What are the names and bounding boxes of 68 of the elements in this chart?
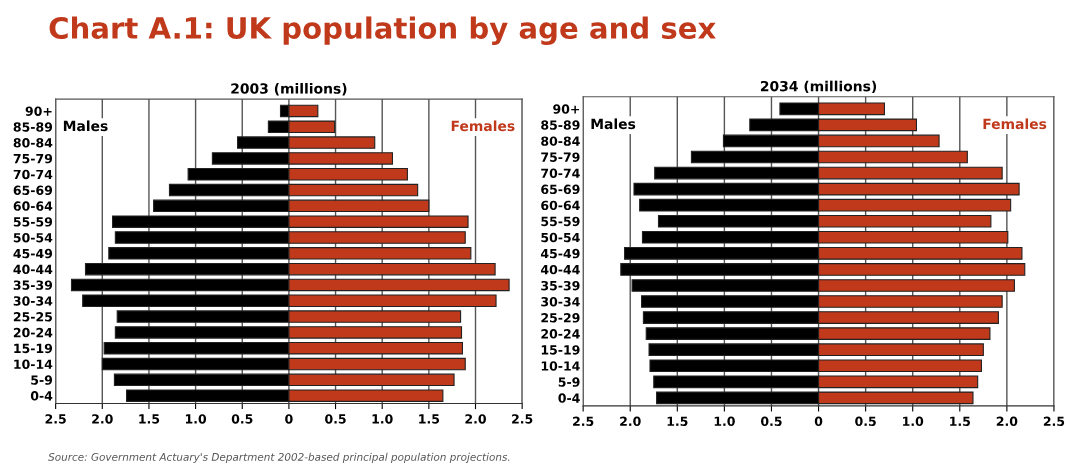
y-tick-label: 35-39 xyxy=(541,280,580,291)
y-tick-label: 35-39 xyxy=(13,280,53,290)
y-tick-label: 60-64 xyxy=(13,201,53,211)
y-tick-label: 25-25 xyxy=(13,312,52,322)
y-tick-label: 85-89 xyxy=(13,122,53,132)
y-tick-label: 5-9 xyxy=(31,375,53,385)
y-tick-label: 75-79 xyxy=(13,153,53,164)
y-tick-label: 45-49 xyxy=(540,248,580,259)
x-tick-label: 1.0 xyxy=(714,416,735,427)
y-tick-label: 85-89 xyxy=(541,120,580,130)
x-tick-label: 0.5 xyxy=(325,414,346,424)
y-tick-label: 50-54 xyxy=(13,232,53,243)
y-tick-label: 70-74 xyxy=(13,169,53,180)
x-tick-label: 0.5 xyxy=(231,414,253,424)
y-tick-label: 50-54 xyxy=(541,232,580,243)
x-tick-label: 1.5 xyxy=(139,414,160,424)
text: Females xyxy=(451,120,515,132)
x-tick-label: 0.5 xyxy=(761,416,782,427)
y-tick-label: 25-29 xyxy=(541,313,580,323)
x-tick-label: 0.5 xyxy=(855,416,876,427)
y-tick-label: 15-19 xyxy=(541,345,580,355)
y-tick-label: 65-69 xyxy=(541,184,580,195)
x-tick-label: 2.5 xyxy=(512,414,533,424)
y-tick-label: 90+ xyxy=(25,106,52,116)
x-tick-label: 2.5 xyxy=(1043,416,1065,427)
chart-subtitle: 2003 (millions) xyxy=(231,83,347,96)
y-tick-label: 0-4 xyxy=(30,391,53,401)
x-tick-label: 1.5 xyxy=(667,416,688,427)
chart-title: Chart A.1: UK population by age and sex xyxy=(49,16,716,45)
x-tick-label: 1.5 xyxy=(950,416,970,427)
x-tick-label: 1.0 xyxy=(903,416,924,427)
y-tick-label: 30-34 xyxy=(541,297,580,307)
y-tick-label: 40-44 xyxy=(13,264,53,275)
y-tick-label: 90+ xyxy=(553,104,580,114)
x-tick-label: 2.0 xyxy=(620,416,641,427)
text: Males xyxy=(591,118,636,130)
y-tick-label: 65-69 xyxy=(13,185,53,195)
y-tick-label: 5-9 xyxy=(558,377,580,387)
y-tick-label: 30-34 xyxy=(13,296,53,306)
series-label: Females xyxy=(983,118,1047,130)
y-tick-label: 75-79 xyxy=(541,152,580,162)
x-tick-label: 2.0 xyxy=(996,416,1018,427)
x-tick-label: 2.5 xyxy=(573,416,594,427)
x-tick-label: 2.0 xyxy=(465,414,486,424)
x-tick-label: 0 xyxy=(814,416,823,427)
x-tick-label: 1.0 xyxy=(185,414,207,424)
y-tick-label: 40-44 xyxy=(540,264,580,275)
y-tick-label: 60-64 xyxy=(541,200,580,211)
y-tick-label: 10-14 xyxy=(541,361,580,371)
x-tick-label: 2.0 xyxy=(92,414,113,424)
y-tick-label: 0-4 xyxy=(558,393,580,403)
y-tick-label: 55-59 xyxy=(13,217,53,227)
y-tick-label: 45-49 xyxy=(13,248,53,259)
text: Males xyxy=(63,120,108,132)
x-tick-label: 1.5 xyxy=(419,414,440,424)
x-tick-label: 2.5 xyxy=(45,414,66,424)
y-tick-label: 10-14 xyxy=(14,359,53,369)
x-tick-label: 0 xyxy=(285,414,293,424)
y-tick-label: 55-59 xyxy=(541,216,580,227)
y-tick-label: 80-84 xyxy=(541,136,580,146)
source-note: Source: Government Actuary's Department 2002-based principal population projections. xyxy=(48,452,510,463)
chart-subtitle: 2034 (millions) xyxy=(760,80,877,94)
y-tick-label: 20-24 xyxy=(13,327,53,338)
y-tick-label: 70-74 xyxy=(541,168,580,178)
y-tick-label: 80-84 xyxy=(13,138,53,148)
y-tick-label: 20-24 xyxy=(541,329,580,339)
x-tick-label: 1.0 xyxy=(372,414,393,424)
y-tick-label: 15-19 xyxy=(14,343,53,354)
